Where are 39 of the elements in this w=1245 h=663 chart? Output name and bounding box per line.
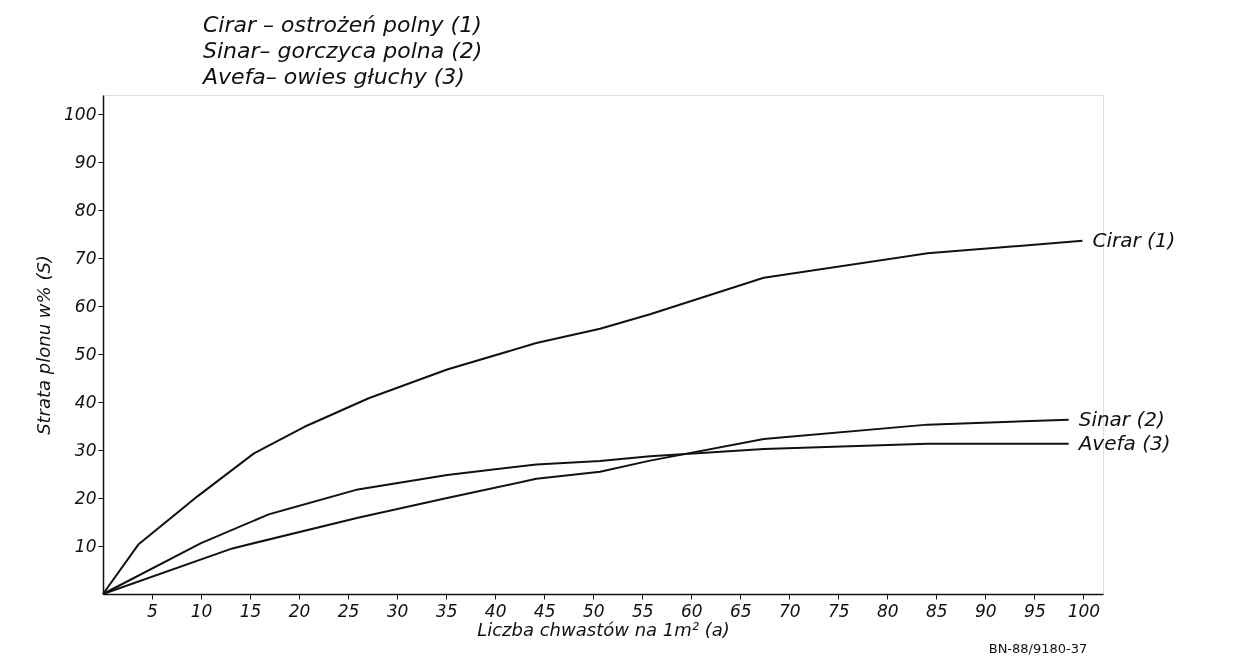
x-tick-label: 95 bbox=[1024, 600, 1046, 621]
x-tick-label: 40 bbox=[484, 600, 507, 621]
series-label: Avefa (3) bbox=[1076, 430, 1171, 455]
text: Sinar– gorczyca polna (2) bbox=[203, 38, 483, 63]
x-tick-label: 30 bbox=[386, 600, 409, 621]
y-tick-label: 40 bbox=[74, 391, 97, 412]
y-tick-label: 60 bbox=[74, 295, 97, 316]
x-tick-label: 35 bbox=[435, 600, 458, 621]
x-tick-label: 20 bbox=[288, 600, 311, 621]
x-tick-label: 90 bbox=[975, 600, 997, 621]
x-tick-label: 70 bbox=[778, 600, 801, 621]
series-label: Sinar (2) bbox=[1078, 406, 1165, 431]
x-tick-label: 25 bbox=[337, 600, 360, 621]
x-tick-label: 50 bbox=[582, 600, 605, 621]
x-tick-label: 65 bbox=[729, 600, 752, 621]
text: Cirar – ostrożeń polny (1) bbox=[203, 12, 482, 37]
x-axis-title: Liczba chwastów na 1m² (a) bbox=[477, 618, 730, 640]
y-tick-label: 10 bbox=[74, 535, 97, 556]
y-tick-label: 30 bbox=[74, 439, 97, 460]
x-tick-label: 45 bbox=[533, 600, 556, 621]
text: BN-88/9180-37 bbox=[988, 641, 1088, 656]
x-tick-label: 15 bbox=[239, 600, 262, 621]
text: Avefa– owies głuchy (3) bbox=[201, 64, 465, 89]
x-tick-label: 60 bbox=[680, 600, 703, 621]
series-label: Cirar (1) bbox=[1092, 227, 1176, 252]
x-tick-label: 5 bbox=[147, 600, 158, 621]
y-tick-label: 20 bbox=[74, 487, 97, 508]
y-tick-label: 50 bbox=[74, 343, 97, 364]
x-tick-label: 75 bbox=[827, 600, 850, 621]
x-tick-label: 80 bbox=[876, 600, 899, 621]
y-tick-label: 90 bbox=[74, 151, 97, 172]
x-tick-label: 55 bbox=[631, 600, 654, 621]
y-axis-title: Strata plonu w% (S) bbox=[33, 255, 55, 435]
x-tick-label: 85 bbox=[926, 600, 948, 621]
x-tick-label: 10 bbox=[190, 600, 213, 621]
x-tick-label: 100 bbox=[1067, 600, 1101, 621]
y-tick-label: 100 bbox=[64, 103, 97, 124]
y-tick-label: 70 bbox=[74, 247, 97, 268]
y-tick-label: 80 bbox=[74, 199, 97, 220]
